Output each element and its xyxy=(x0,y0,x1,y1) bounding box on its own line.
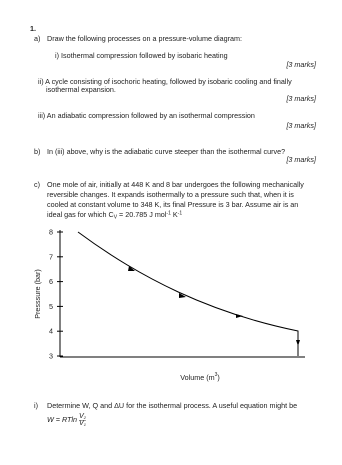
marks: [3 marks] xyxy=(285,121,317,130)
question-number: 1. xyxy=(30,24,36,33)
arrow xyxy=(128,266,135,271)
text: ideal gas for which C xyxy=(47,210,114,219)
item-text: i) Isothermal compression followed by is… xyxy=(55,51,228,60)
part-text: cooled at constant volume to 348 K, its … xyxy=(47,200,298,209)
equation-denominator: V1 xyxy=(79,418,86,427)
y-tick-label: 6 xyxy=(49,277,53,286)
y-axis-label: Presssure (bar) xyxy=(33,269,42,319)
arrow xyxy=(179,293,186,298)
text: V xyxy=(79,411,85,420)
subscript: V xyxy=(114,215,118,221)
x-axis-label: Volume (m3) xyxy=(180,372,220,382)
superscript: 3 xyxy=(215,372,218,378)
part-label: b) xyxy=(34,147,40,156)
marks: [3 marks] xyxy=(285,155,317,164)
part-text: Draw the following processes on a pressu… xyxy=(47,34,242,43)
subscript: 1 xyxy=(84,422,86,427)
text: = 20.785 J mol xyxy=(117,210,167,219)
part-label: i) xyxy=(34,401,38,410)
y-tick-label: 7 xyxy=(49,252,53,261)
marks: [3 marks] xyxy=(285,94,317,103)
arrow xyxy=(296,340,300,346)
superscript: -1 xyxy=(166,211,171,217)
item-text: iii) An adiabatic compression followed b… xyxy=(38,111,255,120)
part-text: reversible changes. It expands isotherma… xyxy=(47,190,294,199)
part-text: ideal gas for which CV = 20.785 J mol-1 … xyxy=(47,210,182,221)
part-text: Determine W, Q and ΔU for the isothermal… xyxy=(47,401,297,410)
marks: [3 marks] xyxy=(285,60,317,69)
item-text: isothermal expansion. xyxy=(46,85,116,94)
text: Volume (m xyxy=(180,373,214,382)
equation-numerator: V2 xyxy=(79,411,87,420)
item-text: ii) A cycle consisting of isochoric heat… xyxy=(38,77,292,86)
y-tick-label: 8 xyxy=(49,228,53,237)
process-curve xyxy=(77,231,299,356)
equation: W = RTln xyxy=(47,415,77,424)
part-text: In (iii) above, why is the adiabatic cur… xyxy=(47,147,285,156)
part-label: c) xyxy=(34,180,40,189)
y-tick-label: 4 xyxy=(49,327,53,336)
text: ) xyxy=(217,373,219,382)
part-label: a) xyxy=(34,34,40,43)
text: K xyxy=(171,210,178,219)
arrow xyxy=(236,314,243,318)
subscript: 2 xyxy=(83,415,87,420)
part-text: One mole of air, initially at 448 K and … xyxy=(47,180,304,189)
y-tick-label: 3 xyxy=(49,352,53,361)
text: V xyxy=(79,418,85,427)
y-tick-label: 5 xyxy=(49,302,53,311)
superscript: -1 xyxy=(178,211,183,217)
